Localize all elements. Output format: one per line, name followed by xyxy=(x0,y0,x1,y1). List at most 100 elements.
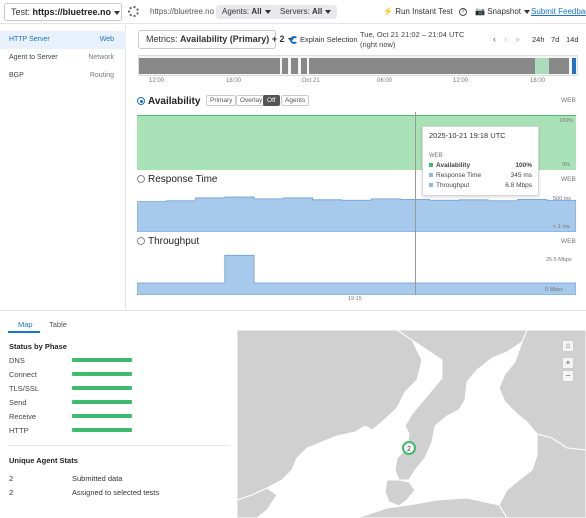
phase-label-tls: TLS/SSL xyxy=(9,384,40,393)
timeline-segment-green xyxy=(535,58,549,74)
availability-web-label: WEB xyxy=(561,97,576,104)
sidebar-item-bgp[interactable]: BGP Routing xyxy=(0,67,126,85)
sidebar-item-label: Agent to Server xyxy=(9,54,58,61)
response-time-metric-header[interactable]: Response Time xyxy=(137,174,217,185)
throughput-point xyxy=(313,283,342,295)
zoom-out-icon[interactable]: − xyxy=(562,370,574,382)
timeline-segment xyxy=(291,58,298,74)
camera-icon: 📷 xyxy=(475,7,485,16)
phase-bar-http xyxy=(72,428,132,432)
segment-primary[interactable]: Primary xyxy=(206,95,237,106)
metrics-prefix: Metrics: xyxy=(146,34,178,44)
throughput-axis-top: 25.5 Mbps xyxy=(546,257,572,263)
segment-overlay[interactable]: Overlay xyxy=(236,95,267,106)
layer-sidebar: HTTP Server Web Agent to Server Network … xyxy=(0,25,126,310)
throughput-point xyxy=(283,283,312,295)
availability-radio[interactable] xyxy=(137,97,145,106)
throughput-radio[interactable] xyxy=(137,237,145,246)
timeline-tick: 06:00 xyxy=(377,78,393,84)
response-time-point xyxy=(459,200,488,232)
chevron-down-icon xyxy=(325,9,332,14)
tooltip-label: Availability xyxy=(436,162,471,169)
response-time-area xyxy=(137,196,576,232)
divider xyxy=(8,445,230,446)
availability-axis-bottom: 0% xyxy=(562,162,570,168)
phase-bar-receive xyxy=(72,414,132,418)
snapshot-label: Snapshot xyxy=(487,7,522,16)
timeline-selection-handle[interactable] xyxy=(572,58,576,74)
throughput-point xyxy=(430,283,459,295)
phase-label-http: HTTP xyxy=(9,426,29,435)
response-time-chart[interactable] xyxy=(137,186,576,232)
phase-bar-send xyxy=(72,400,132,404)
sidebar-item-label: BGP xyxy=(9,72,24,79)
segment-off[interactable]: Off xyxy=(263,95,280,106)
gear-icon[interactable] xyxy=(128,6,139,17)
range-7d-button[interactable]: 7d xyxy=(551,35,560,44)
chevron-right-icon[interactable]: › xyxy=(504,34,507,44)
agents-filter[interactable]: Agents: All xyxy=(216,5,277,19)
test-selector[interactable]: Test: https://bluetree.no xyxy=(4,3,122,21)
help-icon[interactable]: ? xyxy=(459,7,467,16)
submit-feedback-link[interactable]: Submit Feedback xyxy=(531,7,586,16)
response-time-point xyxy=(517,199,546,232)
map-denmark-region xyxy=(384,479,416,507)
status-by-phase-title: Status by Phase xyxy=(9,342,67,351)
sidebar-item-tag: Routing xyxy=(89,72,114,79)
map-sweden-region xyxy=(394,330,528,481)
chevron-left-icon[interactable]: ‹ xyxy=(493,34,496,44)
tooltip-value: 345 ms xyxy=(510,172,532,179)
agent-marker-count: 2 xyxy=(407,446,411,453)
run-instant-test-button[interactable]: ⚡ Run Instant Test xyxy=(383,7,453,16)
explain-selection-button[interactable]: Explain Selection xyxy=(290,35,358,45)
double-chevron-right-icon[interactable]: » xyxy=(515,34,521,44)
legend-swatch xyxy=(429,163,433,168)
response-time-axis-bottom: < 1 ms xyxy=(553,224,570,230)
metrics-selector[interactable]: Metrics: Availability (Primary) + 2 xyxy=(138,30,294,49)
range-24h-button[interactable]: 24h xyxy=(532,35,545,44)
tooltip-section: WEB xyxy=(429,153,443,159)
throughput-metric-header[interactable]: Throughput xyxy=(137,236,199,247)
response-time-point xyxy=(283,198,312,232)
tooltip-value: 6.8 Mbps xyxy=(505,182,532,189)
throughput-axis-bottom: 0 Mbps xyxy=(545,287,564,293)
timeline-segment xyxy=(549,58,569,74)
response-time-radio[interactable] xyxy=(137,175,145,184)
throughput-point xyxy=(137,283,166,295)
response-time-point xyxy=(342,200,371,232)
chevron-down-icon xyxy=(524,9,531,14)
response-time-title: Response Time xyxy=(148,174,218,185)
timeline-scrubber[interactable] xyxy=(138,55,578,76)
servers-filter-value: All xyxy=(312,7,323,16)
response-time-point xyxy=(196,198,225,232)
range-14d-button[interactable]: 14d xyxy=(566,35,579,44)
response-time-point xyxy=(313,200,342,232)
test-name: https://bluetree.no xyxy=(32,7,112,17)
phase-bar-connect xyxy=(72,372,132,376)
timeline-segment xyxy=(301,58,307,74)
sidebar-item-label: HTTP Server xyxy=(9,36,50,43)
tab-table[interactable]: Table xyxy=(49,320,67,329)
zoom-in-icon[interactable]: + xyxy=(562,357,574,369)
response-time-point xyxy=(488,201,517,232)
sidebar-item-agent-to-server[interactable]: Agent to Server Network xyxy=(0,49,126,67)
tab-map[interactable]: Map xyxy=(18,320,33,329)
throughput-title: Throughput xyxy=(148,236,200,247)
response-time-web-label: WEB xyxy=(561,176,576,183)
tooltip-value: 100% xyxy=(515,162,532,169)
home-icon[interactable]: ⌂ xyxy=(562,340,574,352)
throughput-point xyxy=(488,283,517,295)
section-divider xyxy=(0,310,586,311)
response-time-point xyxy=(137,202,166,232)
servers-filter[interactable]: Servers: All xyxy=(274,5,338,19)
explain-icon xyxy=(290,36,298,45)
availability-metric-header[interactable]: Availability xyxy=(137,96,200,107)
tooltip-row-response-time: Response Time 345 ms xyxy=(429,172,532,179)
segment-agents[interactable]: Agents xyxy=(281,95,310,106)
agent-map[interactable]: 2 ⌂ + − xyxy=(237,330,586,518)
agent-marker[interactable] xyxy=(402,441,416,455)
run-instant-test-label: Run Instant Test xyxy=(395,7,453,16)
throughput-chart[interactable] xyxy=(137,250,576,295)
snapshot-button[interactable]: 📷 Snapshot xyxy=(475,7,531,16)
sidebar-item-http-server[interactable]: HTTP Server Web xyxy=(0,31,126,49)
